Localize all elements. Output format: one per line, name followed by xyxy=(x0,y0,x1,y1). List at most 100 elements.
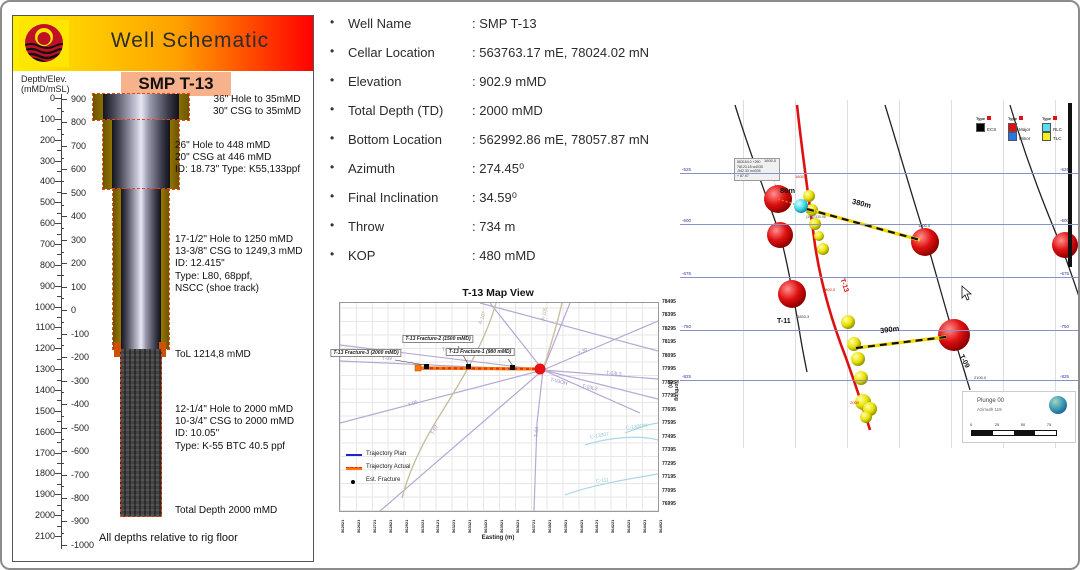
cursor-icon xyxy=(961,285,973,301)
elev-tick-label: 500 xyxy=(71,187,87,198)
bullet-icon: • xyxy=(330,44,335,58)
detail-row: • Well Name: SMP T-13 xyxy=(328,15,682,36)
elev-minor-tick xyxy=(61,298,64,300)
map-x-tick-label: 563321 xyxy=(467,519,473,533)
globe-icon xyxy=(1049,396,1067,414)
depth-tick xyxy=(55,264,61,266)
elev-tick-label: -1000 xyxy=(71,539,95,550)
depth-minor-tick xyxy=(57,191,61,193)
legend-header-icon xyxy=(1053,116,1058,120)
detail-label: Bottom Location xyxy=(348,132,442,147)
detail-row: • Final Inclination: 34.59⁰ xyxy=(328,189,682,210)
depth-tick-label: 2100 xyxy=(34,530,55,541)
elevation-gridline xyxy=(680,224,1078,225)
plunge-label: Plunge 00 xyxy=(977,398,1005,404)
map-legend-swatch-plan xyxy=(346,454,362,456)
depth-tick-label: 800 xyxy=(39,259,55,270)
legend-header-icon xyxy=(1019,116,1024,120)
detail-value: : 2000 mMD xyxy=(472,103,543,118)
detail-row: • Bottom Location: 562992.86 mE, 78057.87… xyxy=(328,131,682,152)
detail-value: : 34.59⁰ xyxy=(472,190,517,205)
map-x-tick-label: 563621 xyxy=(514,519,520,533)
depth-tick xyxy=(55,139,61,141)
elevation-label-left: -825 xyxy=(682,374,692,379)
map-y-tick-label: 77495 xyxy=(662,433,676,440)
scale-bar-label: 75 xyxy=(1046,422,1052,427)
elevation-gridline xyxy=(680,380,1078,381)
map-x-tick-label: 564021 xyxy=(578,519,584,533)
elev-tick xyxy=(61,474,67,476)
map-legend-item: Trajectory Plan xyxy=(344,451,424,463)
depth-tick-label: 500 xyxy=(39,197,55,208)
conductor-section xyxy=(92,93,190,121)
casing-annotation: 12-1/4" Hole to 2000 mMD 10-3/4" CSG to … xyxy=(175,404,295,452)
microseismic-events xyxy=(764,185,1078,423)
depth-tick xyxy=(55,494,61,496)
depth-minor-tick xyxy=(57,421,61,423)
detail-label: Total Depth (TD) xyxy=(348,103,444,118)
elev-tick-label: -900 xyxy=(71,516,90,527)
depth-minor-tick xyxy=(57,462,61,464)
elev-minor-tick xyxy=(61,157,64,159)
map-y-tick-label: 78395 xyxy=(662,312,676,319)
elev-tick xyxy=(61,310,67,312)
depth-tick-label: 1400 xyxy=(34,384,55,395)
detail-row: • Cellar Location: 563763.17 mE, 78024.02… xyxy=(328,44,682,65)
elev-minor-tick xyxy=(61,251,64,253)
map-x-tick-label: 562521 xyxy=(340,519,345,533)
event-legend-item: Major xyxy=(1008,123,1030,132)
elev-tick xyxy=(61,497,67,499)
detail-row: • Elevation: 902.9 mMD xyxy=(328,73,682,94)
detail-row: • Throw: 734 m xyxy=(328,218,682,239)
map-x-tick-label: 562721 xyxy=(371,519,377,533)
map-x-tick-label: 563721 xyxy=(530,519,536,533)
elev-tick xyxy=(61,145,67,147)
scale-bar-label: 25 xyxy=(994,422,1000,427)
depth-tick-label: 1800 xyxy=(34,468,55,479)
depth-marker-label: 1853.3 xyxy=(797,314,810,319)
depth-tick-label: 1600 xyxy=(34,426,55,437)
elev-tick-label: 800 xyxy=(71,117,87,128)
depth-tick xyxy=(55,118,61,120)
casing-annotation: 17-1/2" Hole to 1250 mMD 13-3/8" CSG to … xyxy=(175,234,303,294)
elev-minor-tick xyxy=(61,439,64,441)
scale-bar xyxy=(971,430,1057,436)
map-y-tick-label: 76995 xyxy=(662,501,676,508)
depth-tick-label: 1100 xyxy=(35,322,55,333)
elev-tick xyxy=(61,404,67,406)
elev-tick-label: 300 xyxy=(71,234,87,245)
elevation-label-right: -750 xyxy=(1060,324,1070,329)
depth-tick xyxy=(55,306,61,308)
depth-minor-tick xyxy=(57,504,61,506)
elev-minor-tick xyxy=(61,228,64,230)
event-legend-swatch xyxy=(976,123,985,132)
detail-label: Azimuth xyxy=(348,161,395,176)
elev-minor-tick xyxy=(61,368,64,370)
casing-shoe-left xyxy=(114,342,121,357)
elev-tick-label: -400 xyxy=(71,399,90,410)
elev-minor-tick xyxy=(61,134,64,136)
depth-tick xyxy=(55,535,61,537)
map-y-tick-label: 77395 xyxy=(662,447,676,454)
elevation-label-left: -750 xyxy=(682,324,692,329)
red-event-sphere xyxy=(911,228,939,256)
elev-tick xyxy=(61,427,67,429)
event-legend-swatch xyxy=(1008,132,1017,141)
elev-minor-tick xyxy=(61,533,64,535)
detail-row: • KOP: 480 mMD xyxy=(328,247,682,268)
map-y-tick-label: 77295 xyxy=(662,460,676,467)
detail-value: : 902.9 mMD xyxy=(472,74,547,89)
event-legend-group: Type ECS xyxy=(976,116,996,132)
red-event-sphere xyxy=(778,280,806,308)
elevation-label-left: -600 xyxy=(682,218,692,223)
depth-minor-tick xyxy=(57,358,61,360)
map-y-tick-label: 78295 xyxy=(662,325,676,332)
depth-tick-label: 0 xyxy=(49,93,55,103)
depth-tick-label: 900 xyxy=(39,280,55,291)
depth-tick xyxy=(55,98,61,99)
event-legend-header: Type xyxy=(1008,116,1030,123)
elevation-label-left: -525 xyxy=(682,167,692,172)
depth-tick xyxy=(55,202,61,204)
map-x-tick-label: 564321 xyxy=(626,519,632,533)
map-y-tick-label: 77995 xyxy=(662,366,676,373)
